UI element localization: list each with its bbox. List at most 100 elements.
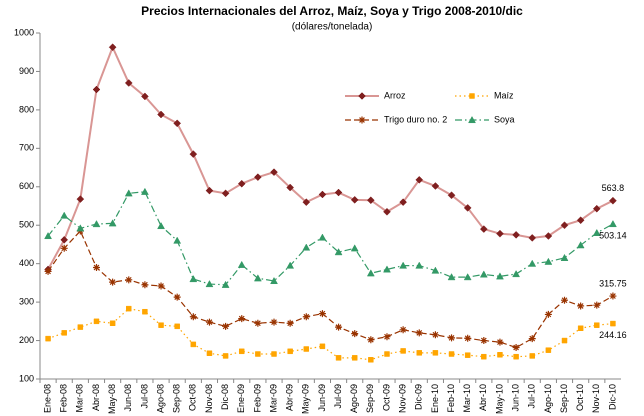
x-tick-label: Dic-09	[414, 384, 424, 410]
marker	[448, 351, 455, 357]
marker	[108, 219, 117, 227]
marker	[60, 244, 68, 252]
chart-title: Precios Internacionales del Arroz, Maíz,…	[141, 4, 523, 18]
x-tick-label: Mar-09	[268, 384, 278, 413]
x-tick-label: Abr-10	[478, 384, 488, 411]
marker	[399, 326, 407, 334]
marker	[367, 336, 375, 344]
marker	[447, 273, 456, 281]
marker	[270, 168, 278, 177]
marker	[45, 335, 51, 342]
marker	[592, 228, 601, 236]
marker	[189, 150, 198, 158]
x-tick-label: May-08	[107, 384, 117, 414]
legend-item: Arroz	[345, 90, 406, 100]
marker	[60, 211, 69, 219]
marker	[594, 322, 600, 328]
marker	[108, 43, 117, 52]
marker	[609, 220, 617, 228]
x-tick-label: Nov-10	[591, 384, 601, 413]
marker	[561, 296, 569, 304]
marker	[238, 348, 245, 355]
legend-item: Maíz	[455, 90, 514, 100]
x-tick-label: Ago-09	[349, 384, 359, 413]
marker	[592, 204, 601, 213]
marker	[399, 198, 407, 207]
marker	[334, 188, 343, 197]
marker	[529, 353, 535, 359]
x-tick-label: May-10	[494, 384, 504, 414]
marker	[255, 351, 261, 357]
data-label: 244.16	[599, 330, 627, 340]
x-tick-label: Sep-10	[559, 384, 569, 413]
marker	[125, 276, 133, 284]
marker	[253, 274, 262, 282]
marker	[287, 348, 293, 355]
marker	[544, 232, 553, 240]
x-tick-label: Abr-09	[285, 384, 295, 411]
y-tick-label: 1000	[14, 27, 34, 37]
marker	[189, 313, 197, 321]
x-tick-label: Jul-09	[333, 384, 343, 409]
marker	[610, 320, 616, 327]
y-tick-label: 300	[19, 296, 34, 306]
x-tick-label: Ene-09	[236, 384, 246, 413]
x-tick-label: Ene-08	[42, 384, 52, 413]
marker	[464, 334, 472, 342]
y-tick-label: 600	[19, 181, 34, 191]
marker	[399, 261, 408, 269]
marker	[237, 260, 246, 268]
marker	[302, 243, 311, 251]
marker	[496, 229, 504, 238]
marker	[271, 351, 277, 357]
marker	[254, 319, 262, 327]
x-tick-label: Ago-10	[543, 384, 553, 413]
marker	[109, 320, 116, 327]
marker	[512, 343, 520, 351]
marker	[158, 322, 164, 328]
x-tick-label: Jul-08	[139, 384, 149, 409]
marker	[140, 187, 149, 195]
marker	[463, 204, 472, 212]
marker	[141, 92, 149, 101]
x-tick-label: Dic-10	[607, 384, 617, 410]
marker	[350, 244, 359, 252]
marker	[270, 318, 278, 326]
x-tick-label: Jul-10	[527, 384, 537, 409]
marker	[577, 325, 584, 332]
marker	[142, 308, 148, 315]
marker	[124, 79, 133, 87]
marker	[544, 310, 552, 318]
marker	[237, 179, 246, 188]
marker	[560, 221, 569, 230]
marker	[174, 323, 180, 330]
marker	[560, 253, 569, 261]
marker	[205, 280, 214, 288]
x-tick-label: Mar-10	[462, 384, 472, 413]
marker	[350, 195, 359, 204]
y-tick-label: 700	[19, 143, 34, 153]
x-tick-label: Mar-08	[75, 384, 85, 413]
data-label: 503.14	[599, 230, 627, 240]
marker	[141, 281, 149, 289]
marker	[318, 310, 326, 318]
marker	[400, 348, 406, 354]
marker	[60, 235, 69, 244]
marker	[368, 357, 374, 363]
marker	[366, 269, 375, 277]
x-tick-label: Feb-09	[252, 384, 262, 413]
y-tick-label: 800	[19, 104, 34, 114]
marker	[303, 346, 310, 352]
marker	[173, 293, 181, 301]
marker	[221, 280, 230, 288]
series-line	[47, 44, 614, 270]
marker	[577, 302, 585, 310]
legend-item: Trigo duro no. 2	[345, 114, 447, 124]
legend-marker	[468, 115, 476, 124]
series-line	[47, 191, 614, 286]
marker	[479, 225, 488, 233]
legend-label: Trigo duro no. 2	[384, 114, 447, 124]
legend-item: Soya	[455, 114, 515, 124]
marker	[222, 353, 229, 359]
